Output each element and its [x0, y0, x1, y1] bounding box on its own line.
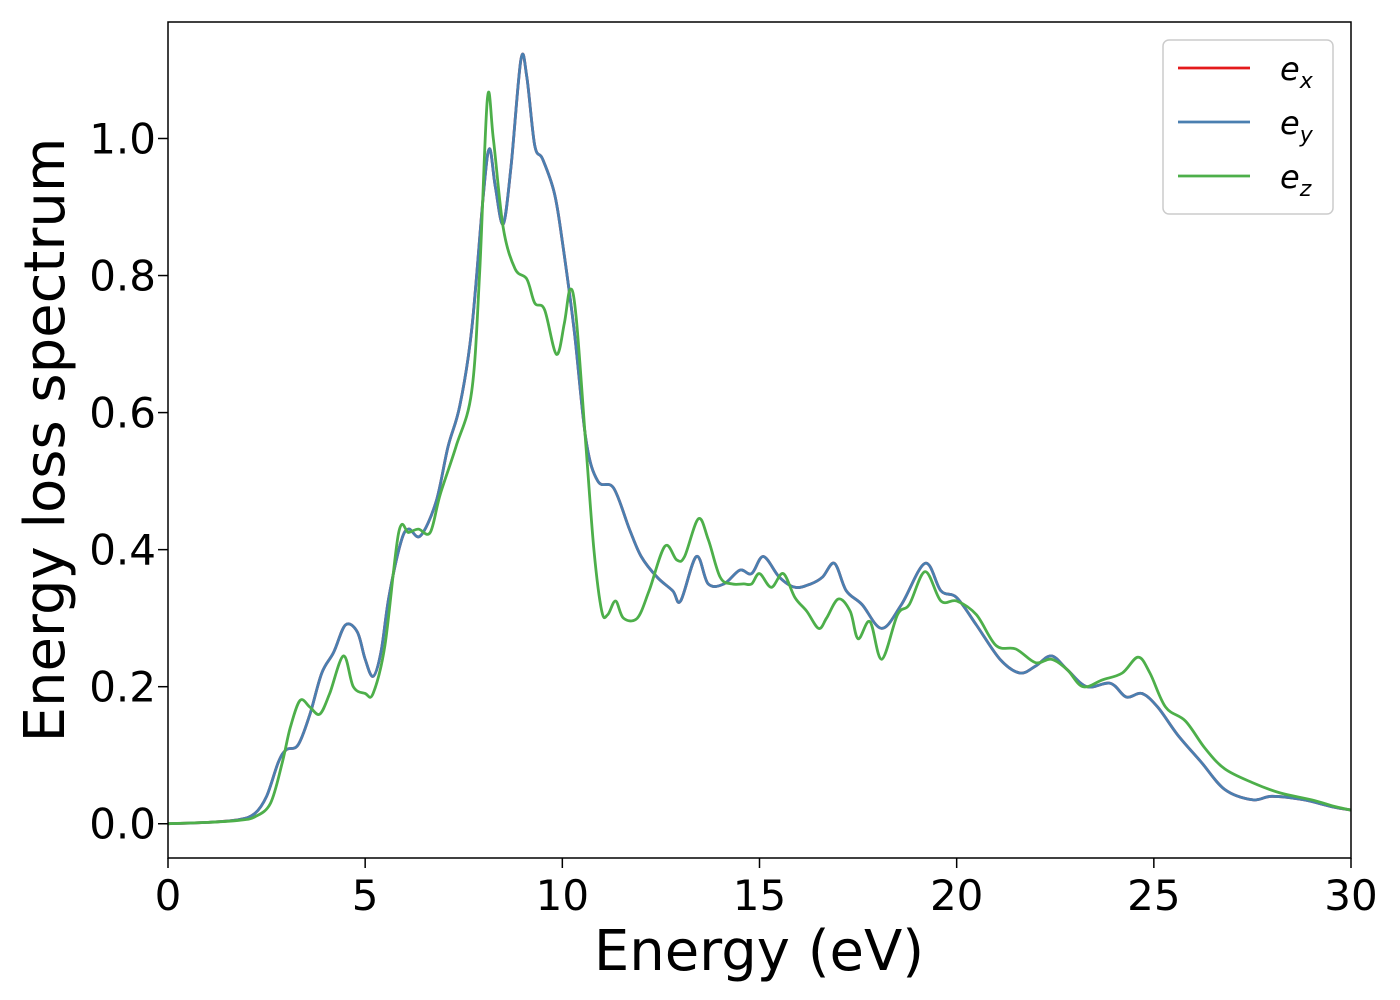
y-tick-label: 0.2	[89, 663, 156, 712]
legend-subscript-z: z	[1299, 177, 1312, 202]
x-tick-label: 25	[1127, 871, 1180, 920]
y-tick-label: 0.4	[89, 526, 156, 575]
x-tick-label: 5	[352, 871, 379, 920]
legend-box	[1162, 39, 1334, 215]
x-tick-label: 30	[1324, 871, 1377, 920]
y-tick-label: 0.0	[89, 800, 156, 849]
x-tick-label: 20	[930, 871, 983, 920]
x-tick-label: 15	[733, 871, 786, 920]
legend-subscript-y: y	[1299, 123, 1314, 148]
series-line-ez	[168, 90, 1351, 826]
series-layer	[168, 52, 1351, 826]
series-line-ey	[168, 52, 1351, 826]
y-tick-label: 0.8	[89, 252, 156, 301]
y-axis: 0.0 0.2 0.4 0.6 0.8 1.0	[89, 114, 168, 849]
y-axis-label: Energy loss spectrum	[13, 138, 78, 743]
y-tick-label: 1.0	[89, 114, 156, 163]
legend-subscript-x: x	[1299, 69, 1314, 94]
x-axis: 0 5 10 15 20 25 30	[155, 858, 1378, 920]
y-tick-label: 0.6	[89, 389, 156, 438]
x-axis-label: Energy (eV)	[594, 919, 924, 984]
x-tick-label: 0	[155, 871, 182, 920]
x-tick-label: 10	[536, 871, 589, 920]
